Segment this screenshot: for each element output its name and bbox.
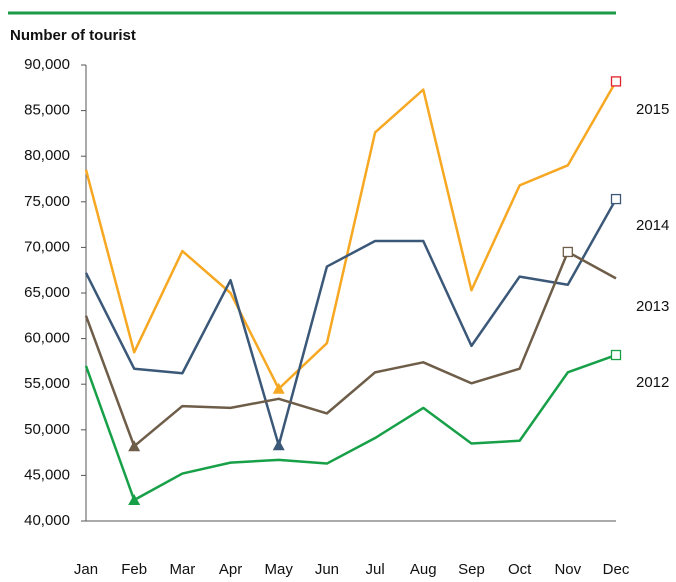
series-line: [84, 250, 617, 448]
x-tick-label: Feb: [121, 561, 147, 577]
x-tick-label: May: [265, 561, 294, 577]
min-marker: [272, 439, 285, 451]
x-tick-label: Nov: [554, 561, 581, 577]
x-tick-label: Oct: [508, 561, 532, 577]
x-tick-label: Jan: [74, 561, 98, 577]
x-tick-label: Jun: [315, 561, 339, 577]
max-marker: [610, 76, 622, 87]
max-marker: [610, 349, 622, 361]
series-line: [84, 80, 618, 391]
y-tick-label: 70,000: [24, 238, 70, 255]
series-label: 2014: [636, 217, 669, 234]
y-tick-label: 55,000: [24, 375, 70, 392]
y-tick-label: 45,000: [24, 466, 70, 483]
max-marker: [610, 193, 622, 205]
x-tick-label: Sep: [458, 561, 485, 577]
y-tick-label: 75,000: [24, 193, 70, 210]
y-tick-label: 60,000: [24, 330, 70, 347]
y-tick-label: 80,000: [24, 147, 70, 164]
series-line: [84, 353, 617, 502]
y-tick-label: 85,000: [24, 102, 70, 119]
series-label: 2012: [636, 374, 669, 391]
x-tick-label: Jul: [365, 561, 384, 577]
y-tick-label: 90,000: [24, 56, 70, 73]
y-tick-label: 65,000: [24, 284, 70, 301]
x-tick-label: Aug: [410, 561, 437, 577]
series-label: 2015: [636, 101, 669, 118]
series-label: 2013: [636, 298, 669, 315]
min-marker: [272, 382, 285, 394]
min-marker: [128, 440, 141, 452]
series-line: [84, 198, 618, 447]
min-marker: [128, 494, 141, 506]
chart-title: Number of tourist: [10, 27, 136, 44]
y-tick-label: 50,000: [24, 421, 70, 438]
x-tick-label: Mar: [169, 561, 195, 577]
x-tick-label: Dec: [603, 561, 630, 577]
x-tick-label: Apr: [219, 561, 242, 577]
max-marker: [562, 246, 573, 258]
y-tick-label: 40,000: [24, 512, 70, 529]
